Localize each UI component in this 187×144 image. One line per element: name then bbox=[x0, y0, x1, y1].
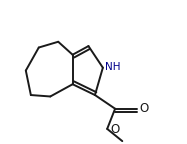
Text: O: O bbox=[111, 123, 120, 136]
Text: NH: NH bbox=[105, 62, 120, 72]
Text: O: O bbox=[140, 102, 149, 115]
